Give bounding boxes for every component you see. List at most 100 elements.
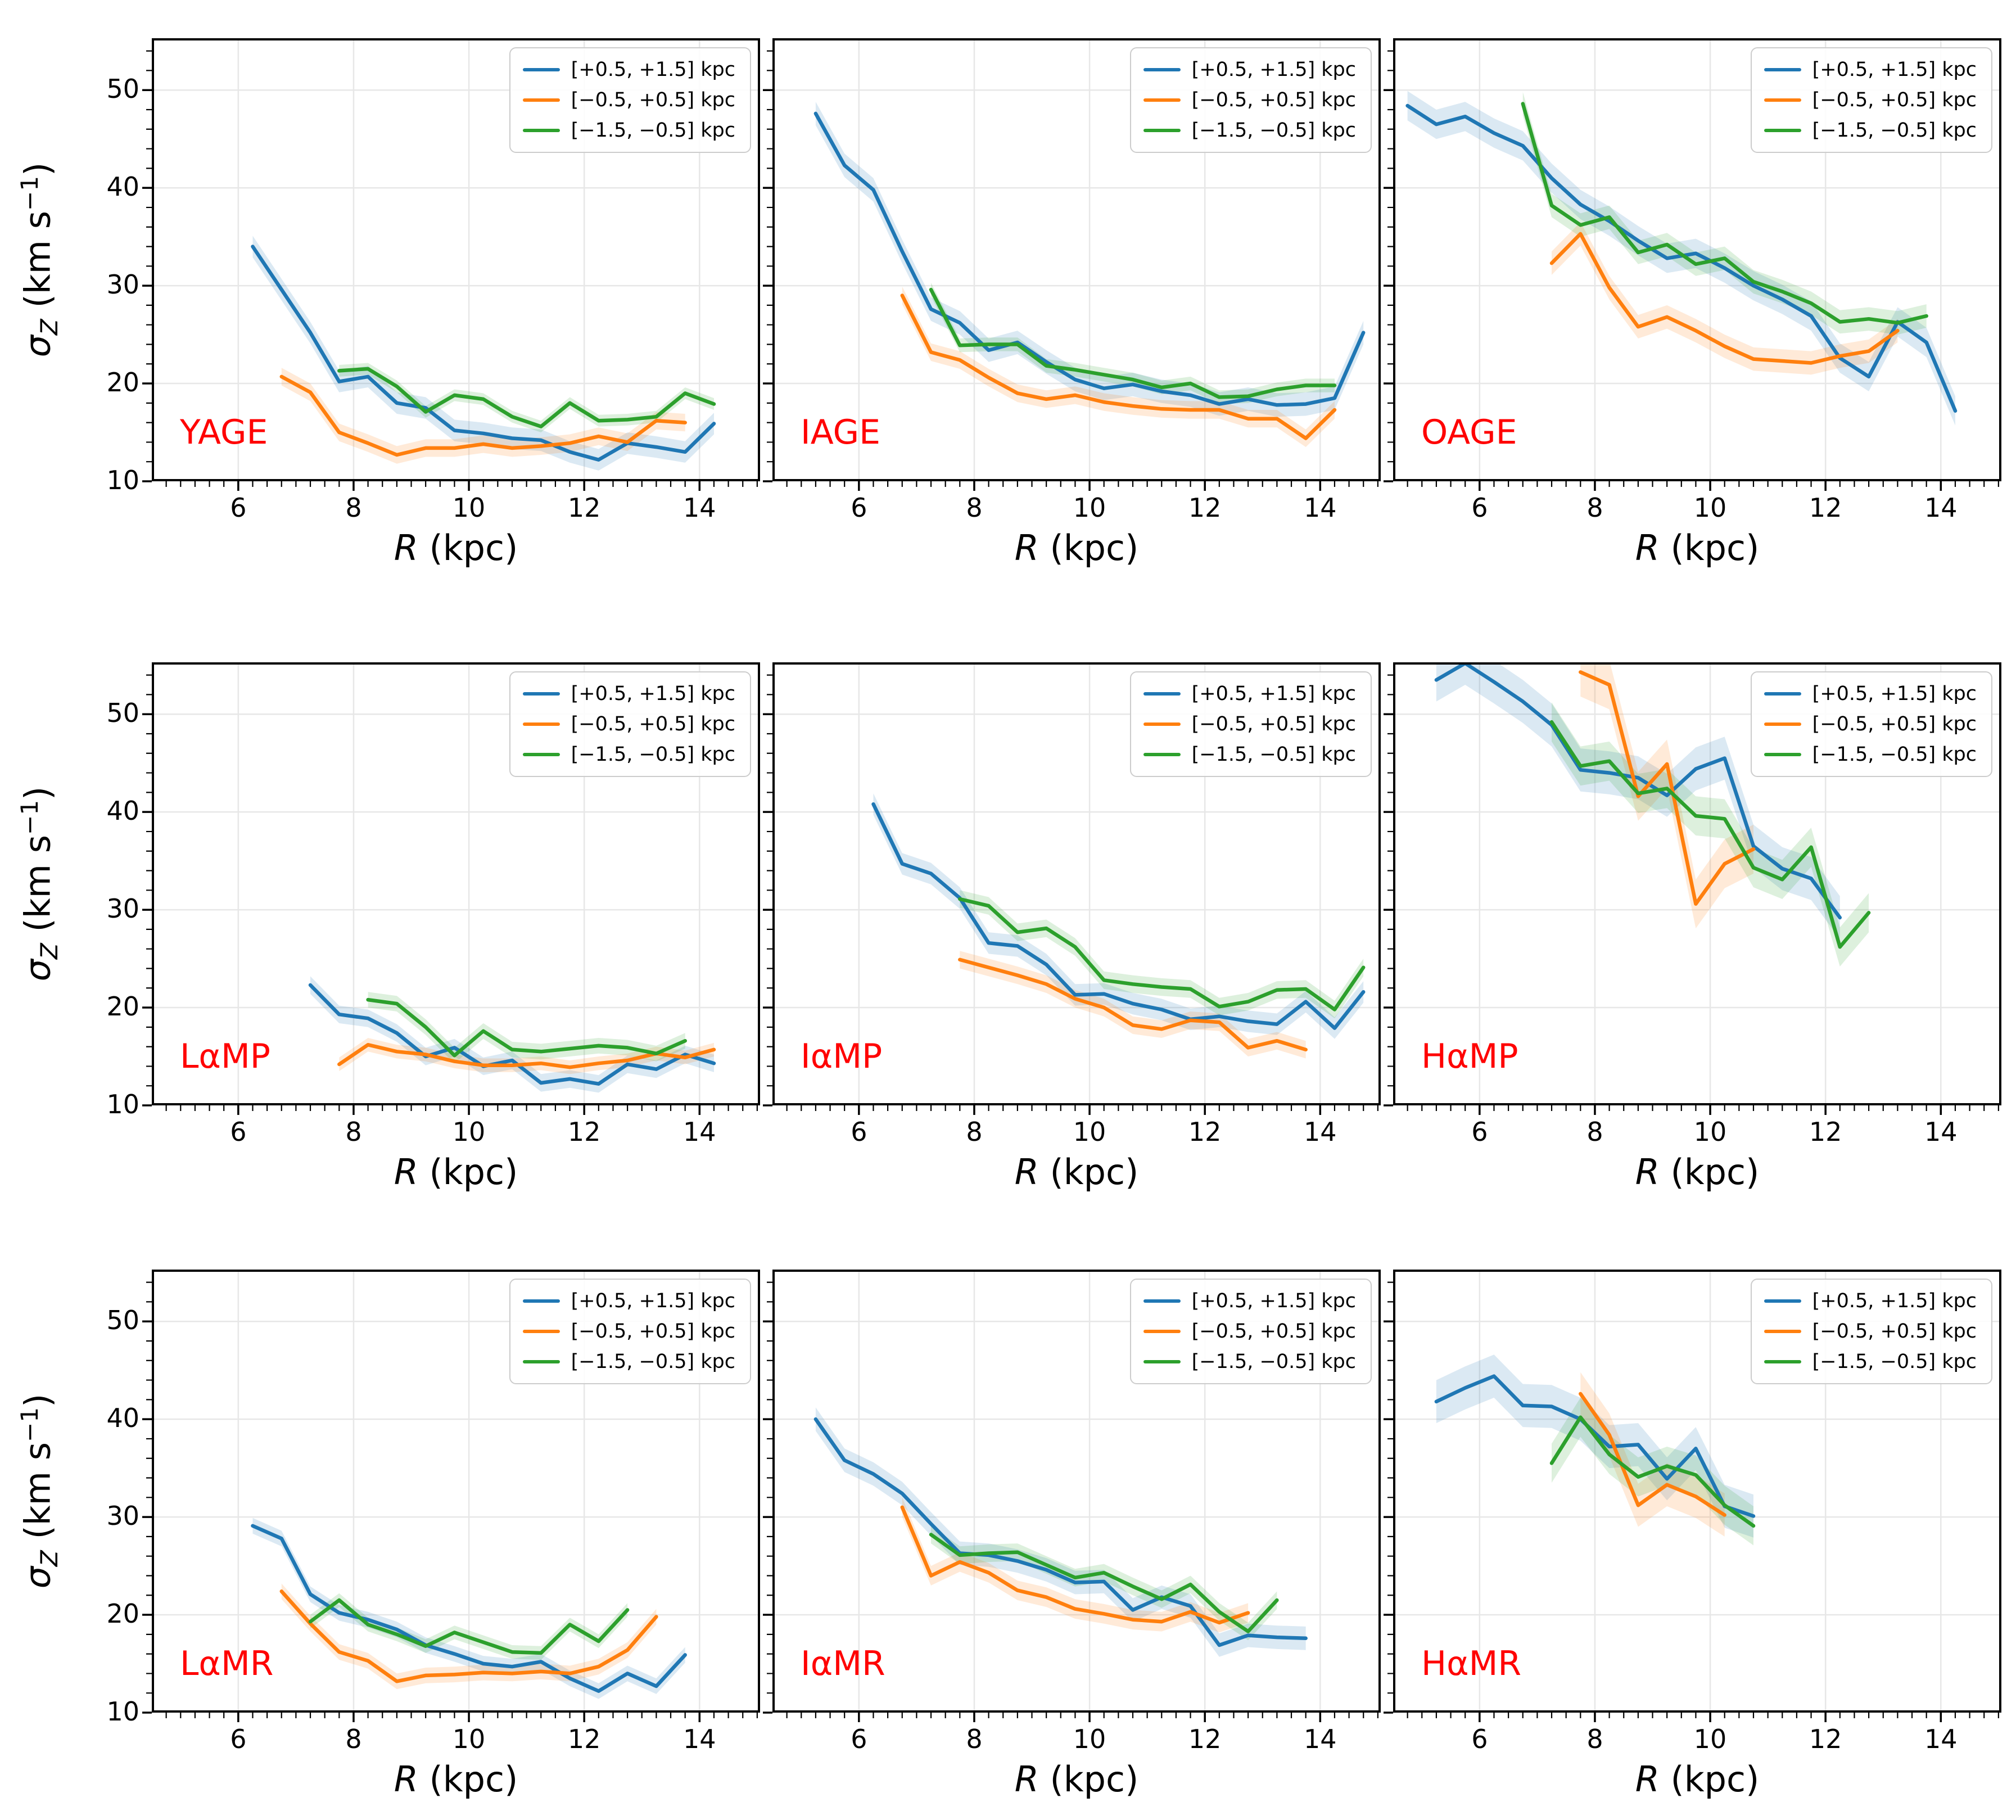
- legend-label: [−0.5, +0.5] kpc: [1812, 713, 1977, 735]
- plot-canvas: [763, 662, 1381, 1115]
- x-axis-unit: (kpc): [1659, 527, 1760, 568]
- legend-line-sample: [522, 1299, 560, 1303]
- legend-item: [−1.5, −0.5] kpc: [1764, 119, 1977, 142]
- legend-label: [−1.5, −0.5] kpc: [1812, 119, 1977, 142]
- y-tick-label: 30: [106, 1501, 139, 1532]
- legend-item: [−1.5, −0.5] kpc: [522, 1351, 735, 1373]
- legend-label: [−0.5, +0.5] kpc: [1191, 89, 1356, 111]
- legend-line-sample: [1143, 1299, 1181, 1303]
- y-tick-label: 50: [106, 698, 139, 729]
- y-tick-label: 20: [106, 1598, 139, 1629]
- legend-line-sample: [522, 692, 560, 696]
- axes-spines: [1393, 662, 2001, 1105]
- x-tick-label: 14: [683, 493, 716, 523]
- x-tick-label: 6: [851, 1724, 867, 1754]
- error-band: [310, 976, 714, 1093]
- plot-canvas: [763, 38, 1381, 491]
- data-line: [279, 374, 687, 457]
- x-tick-label: 12: [1809, 1117, 1842, 1147]
- subplot-panel-IαMR: [+0.5, +1.5] kpc [−0.5, +0.5] kpc [−1.5, −…: [763, 1270, 1381, 1798]
- minor-ticks: [1387, 50, 1999, 487]
- major-ticks: [142, 713, 701, 1115]
- x-axis-unit: (kpc): [1038, 1151, 1139, 1193]
- x-tick-label: 10: [1693, 493, 1727, 523]
- y-tick-label: 40: [106, 1403, 139, 1434]
- x-tick-label: 12: [567, 1117, 601, 1147]
- x-tick-label: 10: [452, 493, 486, 523]
- data-line: [871, 802, 1366, 1030]
- subplot-panel-HαMR: [+0.5, +1.5] kpc [−0.5, +0.5] kpc [−1.5, −…: [1384, 1270, 2001, 1798]
- y-tick-label: 10: [106, 465, 139, 495]
- error-band: [960, 951, 1306, 1059]
- y-axis-exponent: −1: [15, 800, 43, 835]
- x-tick-label: 14: [1304, 493, 1337, 523]
- legend-item: [−0.5, +0.5] kpc: [1143, 89, 1356, 111]
- minor-ticks: [767, 1281, 1378, 1718]
- minor-ticks: [767, 50, 1378, 487]
- legend-label: [−1.5, −0.5] kpc: [1191, 119, 1356, 142]
- population-label: YAGE: [180, 413, 268, 452]
- axes-spines: [772, 38, 1381, 481]
- plot-canvas: [142, 662, 760, 1115]
- x-tick-label: 12: [567, 493, 601, 523]
- legend-item: [−0.5, +0.5] kpc: [1764, 89, 1977, 111]
- major-ticks: [763, 713, 1322, 1115]
- plot-canvas: [1384, 1270, 2001, 1722]
- x-tick-label: 8: [1586, 1117, 1603, 1147]
- data-line: [900, 1505, 1250, 1625]
- data-line: [958, 958, 1308, 1052]
- x-axis-label: R (kpc): [152, 530, 760, 566]
- legend-item: [+0.5, +1.5] kpc: [1143, 58, 1356, 81]
- data-line: [337, 367, 716, 428]
- error-band: [931, 1525, 1277, 1641]
- x-axis-unit: (kpc): [1659, 1759, 1760, 1800]
- error-band: [815, 1407, 1306, 1657]
- y-tick-label: 50: [106, 1305, 139, 1336]
- x-tick-label: 8: [1586, 1724, 1603, 1754]
- x-axis-label: R (kpc): [1393, 1154, 2001, 1190]
- legend-line-sample: [1764, 692, 1801, 696]
- error-band: [339, 1038, 714, 1074]
- legend-line-sample: [1143, 753, 1181, 756]
- legend-item: [+0.5, +1.5] kpc: [522, 683, 735, 705]
- data-line: [1521, 102, 1928, 325]
- plot-canvas: [1384, 662, 2001, 1115]
- x-axis-variable: R: [1635, 1151, 1660, 1193]
- y-axis-subscript: Z: [35, 943, 64, 960]
- x-tick-label: 8: [345, 1117, 362, 1147]
- legend-item: [−1.5, −0.5] kpc: [1764, 743, 1977, 766]
- x-axis-variable: R: [394, 527, 418, 568]
- x-axis-label: R (kpc): [152, 1154, 760, 1190]
- legend-box: [+0.5, +1.5] kpc [−0.5, +0.5] kpc [−1.5, −…: [509, 1279, 751, 1384]
- y-axis-variable: σ: [17, 335, 58, 358]
- axes-spines: [152, 1270, 760, 1713]
- x-tick-label: 8: [966, 1117, 983, 1147]
- major-ticks: [142, 89, 701, 491]
- x-axis-unit: (kpc): [418, 527, 518, 568]
- data-line: [958, 897, 1366, 1011]
- population-label: IAGE: [801, 413, 881, 452]
- legend-line-sample: [1143, 98, 1181, 102]
- legend-box: [+0.5, +1.5] kpc [−0.5, +0.5] kpc [−1.5, −…: [1750, 671, 1992, 777]
- x-tick-label: 10: [1693, 1724, 1727, 1754]
- x-tick-label: 6: [230, 1117, 247, 1147]
- legend-line-sample: [522, 753, 560, 756]
- minor-ticks: [1387, 674, 1999, 1111]
- legend-line-sample: [1143, 1360, 1181, 1363]
- population-label: LαMR: [180, 1644, 274, 1683]
- legend-line-sample: [522, 1330, 560, 1333]
- legend-line-sample: [1764, 1299, 1801, 1303]
- x-axis-label: R (kpc): [772, 1154, 1381, 1190]
- y-tick-label: 50: [106, 74, 139, 105]
- x-axis-variable: R: [1014, 527, 1039, 568]
- subplot-panel-IAGE: [+0.5, +1.5] kpc [−0.5, +0.5] kpc [−1.5, −…: [763, 38, 1381, 566]
- y-axis-exponent: −1: [15, 1407, 43, 1442]
- legend-item: [−0.5, +0.5] kpc: [1764, 713, 1977, 735]
- legend-line-sample: [1764, 753, 1801, 756]
- legend-line-sample: [1143, 722, 1181, 726]
- y-axis-unit-close: ): [17, 786, 58, 800]
- x-tick-label: 10: [1073, 1724, 1106, 1754]
- x-tick-label: 14: [1304, 1724, 1337, 1754]
- x-tick-label: 12: [567, 1724, 601, 1754]
